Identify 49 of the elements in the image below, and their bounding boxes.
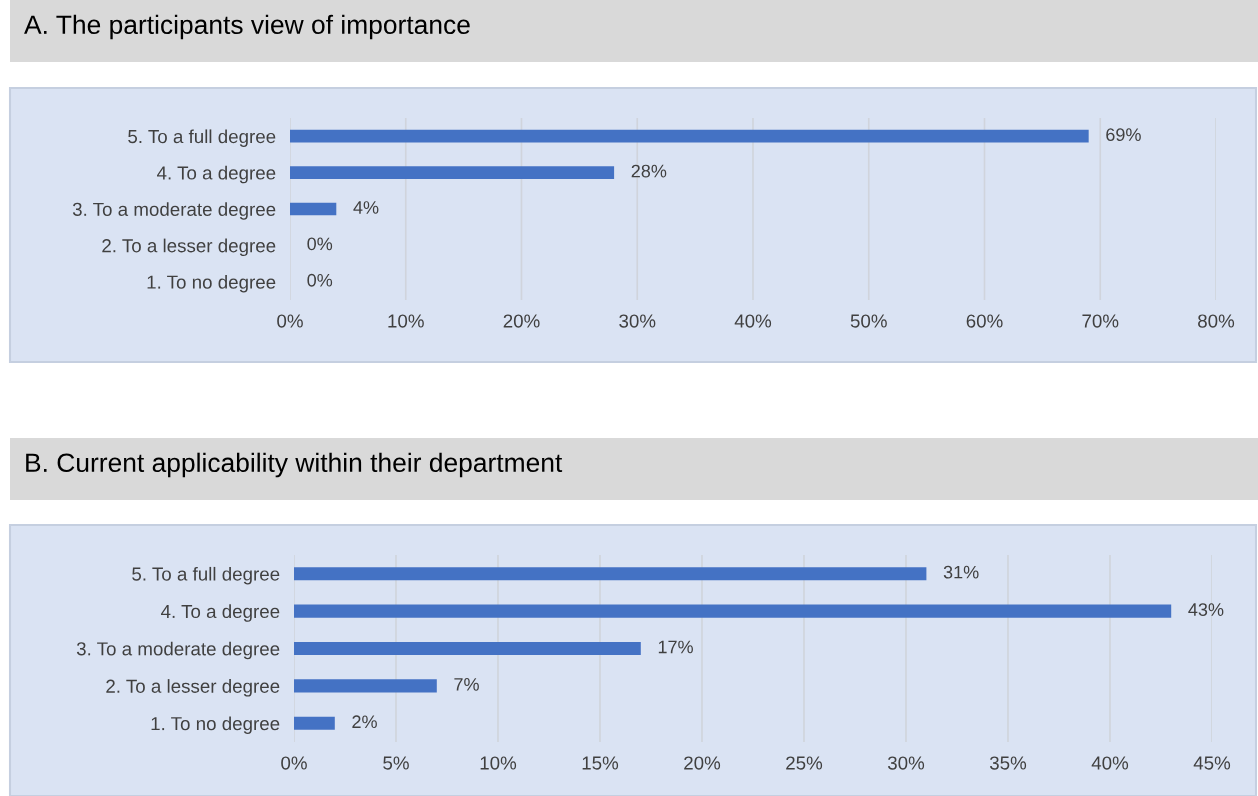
y-tick-label: 4. To a degree (161, 604, 280, 622)
x-tick-label: 80% (1198, 314, 1235, 328)
data-label: 0% (307, 237, 333, 251)
x-tick-label: 30% (619, 314, 656, 328)
data-label: 28% (631, 164, 667, 178)
x-tick-label: 5% (383, 756, 409, 770)
y-tick-label: 1. To no degree (147, 275, 276, 293)
x-tick-label: 45% (1193, 756, 1231, 770)
x-tick-label: 30% (887, 756, 925, 770)
y-tick-label: 1. To no degree (151, 716, 280, 734)
x-tick-label: 0% (277, 314, 303, 328)
y-tick-label: 3. To a moderate degree (76, 641, 280, 660)
bar (294, 641, 641, 656)
bar (290, 202, 337, 216)
y-tick-label: 5. To a full degree (132, 566, 280, 585)
data-label: 17% (658, 640, 693, 654)
data-label: 7% (454, 678, 479, 691)
data-label: 4% (353, 201, 379, 214)
y-tick-label: 2. To a lesser degree (106, 679, 280, 697)
y-tick-label: 5. To a full degree (128, 129, 276, 147)
x-tick-label: 10% (388, 314, 424, 328)
x-tick-label: 70% (1082, 314, 1119, 328)
data-label: 69% (1106, 128, 1141, 142)
bar (290, 129, 1089, 143)
x-tick-label: 40% (1091, 756, 1129, 770)
bar (290, 166, 615, 179)
bar (294, 716, 335, 730)
x-tick-label: 25% (786, 756, 823, 770)
chart-title: B. Current applicability within their department (26, 452, 563, 478)
x-tick-label: 60% (966, 314, 1003, 328)
y-tick-label: 2. To a lesser degree (102, 238, 276, 257)
x-tick-label: 10% (480, 756, 517, 770)
chart-title: A. The participants view of importance (24, 14, 470, 40)
x-tick-label: 0% (281, 756, 307, 770)
x-tick-label: 20% (503, 314, 540, 328)
bar (294, 679, 437, 693)
x-tick-label: 35% (989, 756, 1027, 770)
data-label: 43% (1188, 603, 1224, 616)
y-tick-label: 3. To a moderate degree (72, 202, 276, 220)
data-label: 2% (352, 715, 377, 729)
bar (294, 604, 1172, 618)
data-label: 31% (943, 565, 979, 579)
data-label: 0% (307, 273, 333, 287)
x-tick-label: 50% (850, 314, 887, 328)
bar (294, 567, 927, 581)
x-tick-label: 15% (582, 756, 619, 770)
x-tick-label: 40% (734, 314, 772, 328)
x-tick-label: 20% (684, 756, 721, 770)
y-tick-label: 4. To a degree (157, 165, 276, 184)
